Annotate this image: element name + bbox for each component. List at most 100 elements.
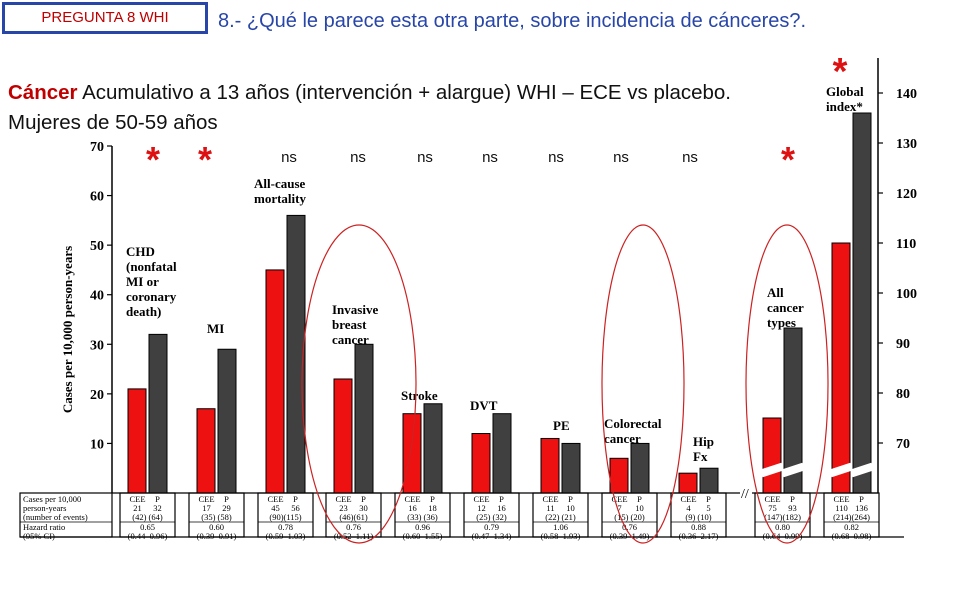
y-tick-label-left: 30 [90, 338, 104, 353]
bar-cee [196, 408, 216, 494]
table-ci: (0.60–1.55) [403, 531, 443, 541]
table-header-placebo: P [568, 494, 573, 504]
table-ci: (0.52–1.11) [334, 531, 374, 541]
significance-ns: ns [417, 149, 433, 166]
table-value-cee: 45 [271, 503, 280, 513]
table-value-placebo: 10 [635, 503, 644, 513]
significance-star: * [198, 139, 212, 180]
y-tick-label-left: 40 [90, 289, 104, 304]
significance-star: * [833, 51, 848, 93]
table-ci: (0.44–0.96) [128, 531, 168, 541]
table-header-placebo: P [706, 494, 711, 504]
category-label: CHD (nonfatal MI or coronary death) [126, 244, 177, 319]
category-label: Colorectal cancer [604, 416, 662, 446]
table-hazard-ratio: 0.82 [844, 522, 859, 532]
bar-break-gap [760, 462, 784, 478]
bar-cee [831, 242, 851, 494]
y-tick-label-left: 50 [90, 239, 104, 254]
table-value-placebo: 32 [153, 503, 162, 513]
table-ci: (0.39–0.91) [197, 531, 237, 541]
question-title: 8.- ¿Qué le parece esta otra parte, sobr… [218, 10, 807, 32]
table-events: (42) (64) [132, 512, 163, 522]
table-events: (15) (20) [614, 512, 645, 522]
table-value-cee: 21 [133, 503, 142, 513]
table-value-cee: 11 [546, 503, 554, 513]
y-tick-label-left: 60 [90, 190, 104, 205]
table-value-placebo: 56 [291, 503, 300, 513]
table-header-placebo: P [790, 494, 795, 504]
table-header-cee: CEE [335, 494, 351, 504]
y-tick-label-right: 110 [896, 237, 916, 252]
bar-placebo [492, 413, 512, 494]
table-value-cee: 23 [339, 503, 348, 513]
table-ci: (0.68–0.98) [832, 531, 872, 541]
table-value-placebo: 29 [222, 503, 231, 513]
subtitle-text: Acumulativo a 13 años (intervención + al… [8, 81, 732, 134]
bar-cee [471, 433, 491, 494]
table-header-placebo: P [637, 494, 642, 504]
table-header-placebo: P [224, 494, 229, 504]
bar-cee [265, 269, 285, 494]
table-events: (25) (32) [476, 512, 507, 522]
table-row-label: Hazard ratio [23, 522, 65, 532]
table-header-cee: CEE [611, 494, 627, 504]
category-label: DVT [470, 398, 498, 413]
significance-ns: ns [350, 149, 366, 166]
y-tick-label-right: 80 [896, 387, 910, 402]
bar-break-gap [829, 462, 853, 478]
y-tick-label-right: 100 [896, 287, 917, 302]
category-label: PE [553, 418, 570, 433]
category-label: Hip Fx [693, 434, 714, 464]
bar-cee [762, 417, 782, 494]
category-label: Global index* [826, 84, 864, 114]
table-events: (9) (10) [685, 512, 711, 522]
table-value-cee: 4 [686, 503, 691, 513]
table-header-cee: CEE [473, 494, 489, 504]
bar-cee [402, 413, 422, 494]
category-label: MI [207, 321, 224, 336]
table-header-placebo: P [293, 494, 298, 504]
table-row-label: Cases per 10,000 [23, 494, 81, 504]
highlight-oval [601, 224, 685, 544]
table-row-label: (number of events) [23, 512, 88, 522]
bar-placebo [354, 343, 374, 494]
table-events: (33) (36) [407, 512, 438, 522]
table-value-cee: 12 [477, 503, 486, 513]
category-label: Stroke [401, 388, 438, 403]
table-ci: (0.39–1.49) [610, 531, 650, 541]
table-value-cee: 110 [835, 503, 847, 513]
significance-star: * [781, 139, 795, 180]
table-value-cee: 17 [202, 503, 211, 513]
significance-ns: ns [548, 149, 564, 166]
bar-break-gap [781, 462, 805, 478]
bar-placebo [148, 333, 168, 494]
table-value-placebo: 30 [359, 503, 368, 513]
y-axis-title: Cases per 10,000 person-years [60, 246, 75, 413]
category-label: All-cause mortality [254, 176, 306, 206]
y-tick-label-right: 70 [896, 437, 910, 452]
table-events: (46)(61) [339, 512, 367, 522]
table-header-cee: CEE [833, 494, 849, 504]
table-row-label: (95% CI) [23, 531, 55, 541]
table-ci: (0.36–2.17) [679, 531, 719, 541]
highlight-oval [745, 224, 829, 544]
subtitle-highlight: Cáncer [8, 81, 78, 104]
y-tick-label-left: 10 [90, 437, 104, 452]
bar-placebo [561, 442, 581, 494]
y-tick-label-right: 90 [896, 337, 910, 352]
table-value-placebo: 5 [706, 503, 710, 513]
table-row-label: person-years [23, 503, 66, 513]
significance-ns: ns [482, 149, 498, 166]
table-value-placebo: 10 [566, 503, 575, 513]
axis-break-mark: // [741, 487, 749, 502]
table-value-cee: 7 [617, 503, 621, 513]
table-header-placebo: P [361, 494, 366, 504]
bar-cee [333, 378, 353, 494]
significance-ns: ns [281, 149, 297, 166]
table-events: (214)(264) [833, 512, 870, 522]
highlight-oval [301, 224, 417, 544]
table-events: (35) (58) [201, 512, 232, 522]
question-tag: PREGUNTA 8 WHI [2, 2, 208, 34]
table-value-cee: 16 [408, 503, 417, 513]
